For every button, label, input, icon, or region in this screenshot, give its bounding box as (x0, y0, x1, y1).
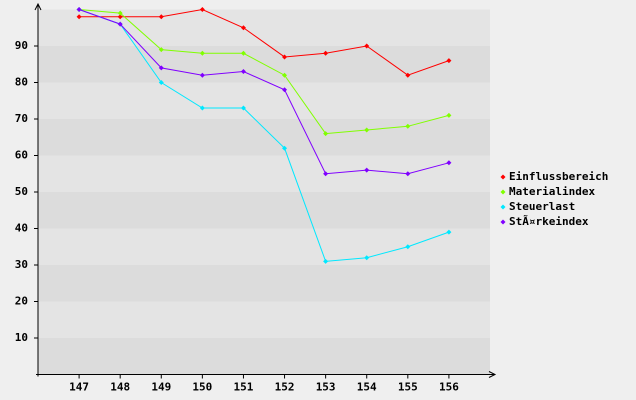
x-tick-label: 147 (69, 381, 89, 394)
grid-band (38, 82, 490, 119)
y-tick-label: 30 (15, 258, 28, 271)
data-point (117, 21, 123, 27)
data-point (405, 123, 411, 129)
y-tick-label: 50 (15, 185, 28, 198)
data-point (323, 258, 329, 264)
y-axis-arrow (34, 2, 42, 11)
x-tick-label: 150 (192, 381, 212, 394)
legend-label: Einflussbereich (509, 170, 608, 183)
x-tick-label: 156 (439, 381, 459, 394)
x-tick-label: 151 (234, 381, 254, 394)
data-point (405, 244, 411, 250)
data-point (158, 65, 164, 71)
data-point (364, 43, 370, 49)
data-point (364, 255, 370, 261)
grid-band (38, 192, 490, 229)
data-point (240, 69, 246, 75)
data-point (76, 14, 82, 20)
data-point (323, 131, 329, 137)
data-point (240, 25, 246, 31)
legend-label: Materialindex (509, 185, 595, 198)
data-point (364, 127, 370, 133)
x-tick-label: 149 (151, 381, 171, 394)
grid-band (38, 119, 490, 156)
data-point (117, 10, 123, 16)
data-point (405, 171, 411, 177)
series-line (79, 8, 450, 76)
data-point (364, 167, 370, 173)
data-point (282, 54, 288, 60)
data-point (240, 105, 246, 111)
series-line (78, 9, 450, 262)
grid-band (38, 9, 490, 46)
y-tick-label: 60 (15, 149, 28, 162)
legend-marker (500, 189, 506, 195)
data-point (323, 50, 329, 56)
legend-label: Steuerlast (509, 200, 575, 213)
data-point (76, 7, 82, 12)
x-axis-arrow (488, 371, 497, 378)
x-tick-label: 153 (316, 381, 336, 394)
y-tick-label: 20 (15, 295, 28, 308)
data-point (240, 50, 246, 56)
grid-band (38, 265, 490, 302)
data-point (446, 112, 452, 118)
legend-label: StÃ¤rkeindex (509, 215, 589, 228)
y-tick-label: 10 (15, 331, 28, 344)
y-tick-label: 40 (15, 222, 28, 235)
grid-band (38, 301, 490, 338)
data-point (282, 145, 288, 151)
grid-band (38, 155, 490, 192)
data-point (282, 72, 288, 78)
y-tick-label: 80 (15, 76, 28, 89)
x-tick-label: 152 (275, 381, 295, 394)
data-point (323, 171, 329, 177)
legend-marker (500, 174, 506, 180)
data-point (446, 229, 452, 235)
grid-band (38, 338, 490, 375)
y-tick-label: 70 (15, 112, 28, 125)
data-point (158, 14, 164, 20)
data-point (158, 47, 164, 53)
series-line (79, 9, 450, 135)
series-line (78, 9, 450, 175)
data-point (199, 72, 205, 78)
y-tick-label: 90 (15, 39, 28, 52)
grid-band (38, 228, 490, 265)
data-point (405, 72, 411, 78)
data-point (199, 50, 205, 56)
data-point (446, 160, 452, 166)
data-point (117, 14, 123, 20)
x-tick-label: 155 (398, 381, 418, 394)
legend-marker (500, 219, 506, 225)
data-point (282, 87, 288, 93)
data-point (199, 7, 205, 12)
data-point (158, 80, 164, 85)
x-tick-label: 148 (110, 381, 130, 394)
legend-marker (500, 204, 506, 210)
x-tick-label: 154 (357, 381, 377, 394)
data-point (446, 58, 452, 64)
data-point (199, 105, 205, 111)
